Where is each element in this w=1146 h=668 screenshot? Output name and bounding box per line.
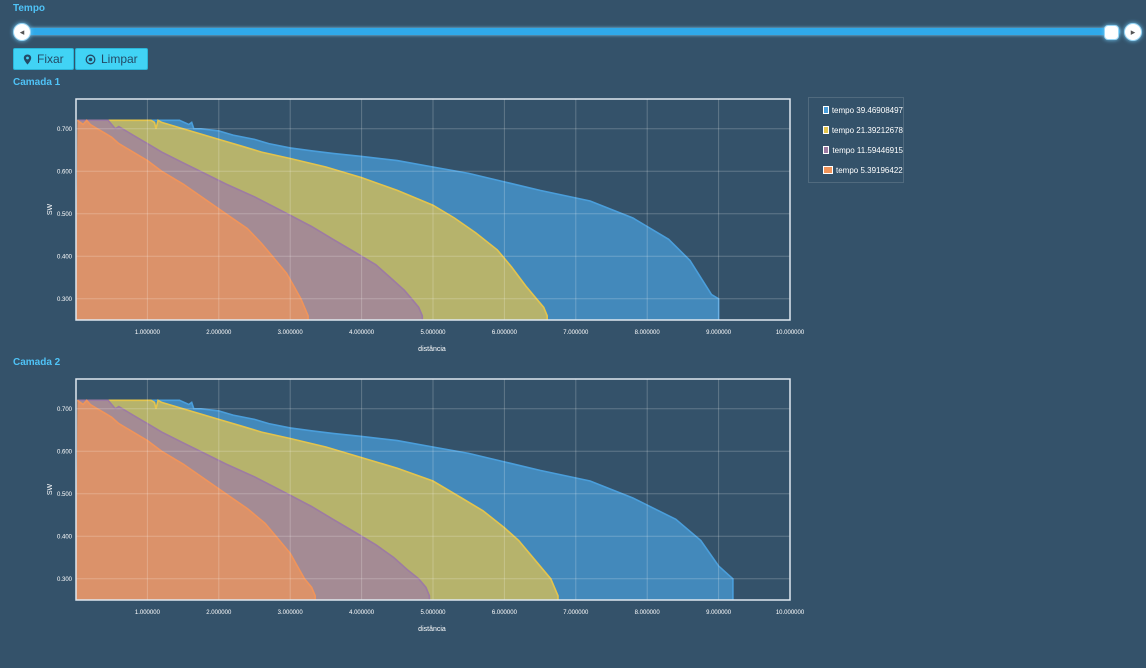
legend-label: tempo 11.59446915 xyxy=(832,145,903,155)
legend-label: tempo 39.46908497 xyxy=(831,105,903,115)
series-line-1 xyxy=(77,119,548,320)
x-tick-label: 3.000000 xyxy=(278,330,304,336)
legend-label: tempo 21.39212678 xyxy=(831,125,903,135)
slider-prev-button[interactable]: ◂ xyxy=(13,23,31,41)
limpar-button[interactable]: Limpar xyxy=(75,48,148,70)
x-tick-label: 5.000000 xyxy=(420,330,446,336)
x-tick-label: 2.000000 xyxy=(206,610,232,616)
legend-swatch xyxy=(823,166,833,174)
y-tick-label: 0.600 xyxy=(57,449,73,455)
chevron-right-icon: ▸ xyxy=(1130,27,1136,37)
x-tick-label: 3.000000 xyxy=(278,610,304,616)
tempo-slider-track[interactable] xyxy=(28,28,1120,35)
series-line-3 xyxy=(76,119,309,320)
x-tick-label: 7.000000 xyxy=(563,330,589,336)
map-pin-icon xyxy=(23,54,32,64)
plot-border xyxy=(75,98,791,321)
series-line-1 xyxy=(77,399,559,600)
tempo-title: Tempo xyxy=(13,3,46,14)
chart-camada-2: 1.000000 2.000000 3.000000 4.000000 5.000000… xyxy=(47,378,805,633)
legend-swatch xyxy=(823,106,829,114)
chart-camada-1: 1.000000 2.000000 3.000000 4.000000 5.000000… xyxy=(47,98,805,353)
y-tick-label: 0.300 xyxy=(57,577,73,583)
x-tick-label: 6.000000 xyxy=(492,610,518,616)
tempo-slider-thumb[interactable] xyxy=(1104,25,1119,40)
clear-circle-icon xyxy=(85,54,96,64)
limpar-label: Limpar xyxy=(101,52,138,66)
y-tick-label: 0.400 xyxy=(57,534,73,540)
fixar-button[interactable]: Fixar xyxy=(13,48,74,70)
y-tick-label: 0.300 xyxy=(57,297,73,303)
series-area-3 xyxy=(76,120,309,320)
series-line-3 xyxy=(76,399,316,600)
x-tick-label: 10.000000 xyxy=(776,610,805,616)
x-tick-label: 8.000000 xyxy=(635,330,661,336)
legend-label: tempo 5.39196422 xyxy=(836,165,903,175)
y-tick-label: 0.400 xyxy=(57,254,73,260)
chart-1-title: Camada 1 xyxy=(13,77,61,88)
y-tick-label: 0.700 xyxy=(57,407,73,413)
x-tick-label: 6.000000 xyxy=(492,330,518,336)
legend-item[interactable]: tempo 21.39212678 xyxy=(809,120,903,140)
x-tick-label: 1.000000 xyxy=(135,610,161,616)
x-tick-label: 9.000000 xyxy=(706,330,732,336)
x-tick-label: 2.000000 xyxy=(206,330,232,336)
series-line-0 xyxy=(77,119,720,320)
series-area-3 xyxy=(76,400,316,600)
x-axis-label: distância xyxy=(418,346,446,353)
legend-swatch xyxy=(823,126,829,134)
y-tick-label: 0.500 xyxy=(57,492,73,498)
slider-next-button[interactable]: ▸ xyxy=(1124,23,1142,41)
plot-border xyxy=(75,378,791,601)
chevron-left-icon: ◂ xyxy=(19,27,25,37)
y-axis-label: SW xyxy=(47,483,54,495)
x-tick-label: 7.000000 xyxy=(563,610,589,616)
series-line-2 xyxy=(77,399,431,600)
x-tick-label: 5.000000 xyxy=(420,610,446,616)
legend-item[interactable]: tempo 39.46908497 xyxy=(809,100,903,120)
series-line-2 xyxy=(77,119,424,320)
x-axis-label: distância xyxy=(418,626,446,633)
fixar-label: Fixar xyxy=(37,52,64,66)
x-tick-label: 9.000000 xyxy=(706,610,732,616)
x-tick-label: 10.000000 xyxy=(776,330,805,336)
series-line-0 xyxy=(77,399,734,600)
chart-2-title: Camada 2 xyxy=(13,357,61,368)
legend-swatch xyxy=(823,146,830,154)
chart-legend: tempo 39.46908497 tempo 21.39212678 temp… xyxy=(808,97,904,183)
x-tick-label: 4.000000 xyxy=(349,610,375,616)
legend-item[interactable]: tempo 11.59446915 xyxy=(809,140,903,160)
x-tick-label: 1.000000 xyxy=(135,330,161,336)
y-tick-label: 0.700 xyxy=(57,127,73,133)
y-axis-label: SW xyxy=(47,203,54,215)
y-tick-label: 0.500 xyxy=(57,212,73,218)
legend-item[interactable]: tempo 5.39196422 xyxy=(809,160,903,180)
y-tick-label: 0.600 xyxy=(57,169,73,175)
x-tick-label: 8.000000 xyxy=(635,610,661,616)
x-tick-label: 4.000000 xyxy=(349,330,375,336)
